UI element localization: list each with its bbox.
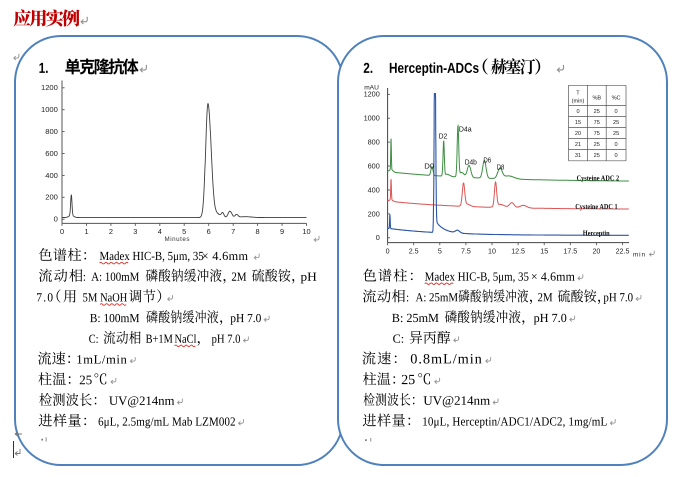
svg-text:21: 21 (575, 142, 581, 148)
svg-text:1200: 1200 (364, 90, 380, 99)
svg-text:0: 0 (615, 153, 618, 159)
svg-text:10: 10 (488, 247, 496, 255)
svg-text:D8: D8 (497, 163, 505, 172)
svg-text:D2: D2 (439, 132, 448, 141)
svg-text:25: 25 (594, 153, 600, 159)
svg-text:25: 25 (613, 131, 619, 137)
svg-text:3: 3 (133, 227, 137, 236)
svg-text:0: 0 (376, 233, 380, 242)
svg-text:D4b: D4b (465, 157, 477, 166)
svg-text:%B: %B (592, 96, 601, 102)
svg-text:mAU: mAU (364, 84, 379, 91)
svg-text:12.5: 12.5 (511, 247, 525, 255)
svg-text:0: 0 (615, 142, 618, 148)
svg-text:75: 75 (594, 131, 600, 137)
svg-text:20: 20 (592, 247, 600, 255)
svg-text:D6: D6 (483, 155, 491, 164)
svg-text:400: 400 (45, 171, 58, 180)
svg-text:0: 0 (576, 109, 579, 115)
svg-text:25: 25 (594, 142, 600, 148)
svg-text:7.5: 7.5 (461, 247, 471, 255)
svg-text:D4a: D4a (459, 125, 473, 134)
svg-text:800: 800 (368, 138, 380, 147)
svg-text:6: 6 (207, 227, 211, 236)
svg-text:31: 31 (575, 153, 581, 159)
svg-text:200: 200 (45, 193, 58, 202)
svg-text:1200: 1200 (41, 83, 58, 92)
svg-text:0: 0 (54, 215, 58, 224)
svg-text:15: 15 (540, 247, 548, 255)
svg-text:D0: D0 (424, 162, 434, 171)
svg-text:1000: 1000 (41, 105, 58, 114)
svg-text:Herceptin: Herceptin (583, 229, 610, 238)
svg-text:Minutes: Minutes (165, 236, 190, 243)
svg-text:9: 9 (280, 227, 284, 236)
svg-text:400: 400 (368, 185, 380, 194)
svg-text:min: min (633, 252, 645, 259)
svg-text:15: 15 (575, 120, 581, 126)
svg-text:200: 200 (368, 209, 380, 218)
svg-text:5: 5 (182, 227, 186, 236)
svg-text:%C: %C (612, 96, 621, 102)
svg-text:2: 2 (109, 227, 113, 236)
svg-text:2.5: 2.5 (409, 247, 419, 255)
svg-text:1: 1 (84, 227, 88, 236)
svg-text:10: 10 (302, 227, 310, 236)
svg-text:4: 4 (158, 227, 162, 236)
svg-text:7: 7 (231, 227, 235, 236)
svg-text:22.5: 22.5 (616, 247, 630, 255)
svg-text:0: 0 (60, 227, 64, 236)
svg-text:17.5: 17.5 (563, 247, 577, 255)
svg-text:(min): (min) (572, 99, 585, 105)
svg-text:20: 20 (575, 131, 581, 137)
svg-text:800: 800 (45, 127, 58, 136)
svg-text:8: 8 (256, 227, 260, 236)
svg-text:75: 75 (594, 120, 600, 126)
svg-text:Cysteine ADC 1: Cysteine ADC 1 (575, 202, 618, 211)
svg-text:0: 0 (615, 109, 618, 115)
svg-text:T: T (576, 91, 580, 97)
svg-text:5: 5 (438, 247, 442, 255)
svg-text:0: 0 (386, 247, 390, 255)
svg-text:600: 600 (45, 149, 58, 158)
svg-text:25: 25 (613, 120, 619, 126)
svg-text:600: 600 (368, 161, 380, 170)
svg-text:1000: 1000 (364, 114, 380, 123)
svg-text:25: 25 (594, 109, 600, 115)
svg-text:Cysteine ADC 2: Cysteine ADC 2 (577, 174, 620, 183)
